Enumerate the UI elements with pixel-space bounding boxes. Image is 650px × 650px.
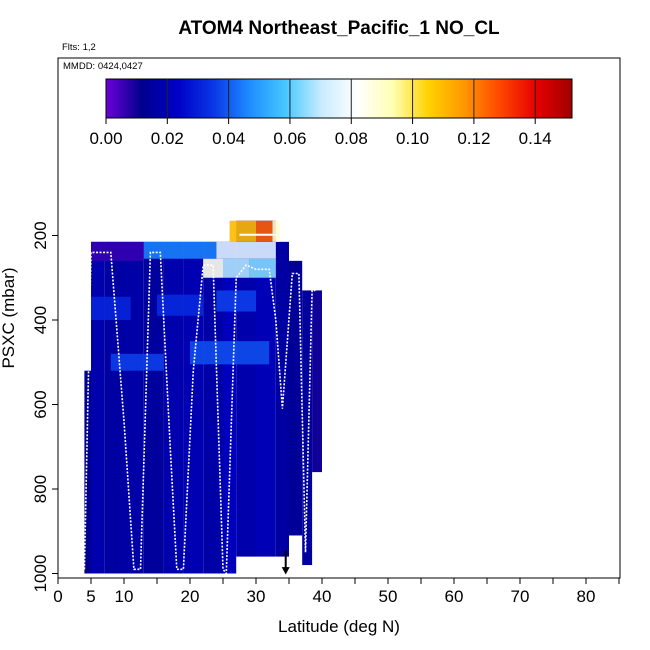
x-axis-title: Latitude (deg N) (278, 617, 400, 636)
x-tick-label: 20 (181, 587, 200, 606)
x-tick-label: 5 (86, 587, 95, 606)
heatmap-layer-patch (216, 241, 276, 259)
flight-track-layer (83, 233, 316, 576)
colorbar-tick-label: 0.12 (457, 129, 490, 148)
colorbar-bar (105, 78, 573, 119)
y-tick-label: 800 (31, 475, 50, 503)
heatmap-layer (84, 220, 322, 574)
heatmap-column (275, 241, 289, 557)
heatmap-layer-patch (223, 258, 250, 278)
heatmap-column (289, 260, 303, 536)
heatmap-column (256, 220, 276, 557)
flights-label: Flts: 1,2 (62, 42, 96, 53)
x-tick-label: 80 (577, 587, 596, 606)
heatmap-layer-patch (190, 341, 270, 365)
colorbar-tick-label: 0.06 (273, 129, 306, 148)
axes: 0 5 10 20 30 40 50 60 70 80 200 400 600 800 1000 (31, 221, 620, 606)
heatmap-layer-patch (203, 258, 223, 278)
heatmap-column (312, 290, 322, 473)
x-tick-label: 0 (53, 587, 62, 606)
colorbar-tick-label: 0.14 (519, 129, 552, 148)
colorbar-tick-label: 0.08 (335, 129, 368, 148)
x-tick-label: 50 (379, 587, 398, 606)
heatmap-column (183, 241, 204, 574)
colorbar-tick-label: 0.00 (89, 129, 122, 148)
colorbar: 0.00 0.02 0.04 0.06 0.08 0.10 0.12 0.14 (89, 78, 573, 148)
plot-frame (57, 57, 621, 579)
heatmap-column (223, 241, 237, 574)
heatmap-column (163, 241, 184, 574)
y-tick-label: 400 (31, 306, 50, 334)
position-arrow-head (281, 567, 290, 575)
y-tick-label: 600 (31, 390, 50, 418)
heatmap-layer-patch (91, 296, 131, 320)
colorbar-tick-label: 0.04 (212, 129, 245, 148)
flight-track-line (83, 251, 316, 576)
heatmap-column (84, 370, 91, 574)
x-tick-label: 10 (115, 587, 134, 606)
x-tick-label: 70 (511, 587, 530, 606)
x-tick-label: 40 (313, 587, 332, 606)
colorbar-tick-label: 0.10 (396, 129, 429, 148)
heatmap-column (143, 241, 164, 574)
colorbar-tick-label: 0.02 (151, 129, 184, 148)
heatmap-layer-patch (229, 220, 256, 242)
chart-title: ATOM4 Northeast_Pacific_1 NO_CL (178, 18, 500, 39)
x-tick-label: 60 (445, 587, 464, 606)
heatmap-layer-patch (256, 220, 273, 242)
heatmap-layer-patch (143, 241, 217, 259)
heatmap-layer-patch (157, 294, 204, 316)
heatmap-layer-patch (110, 353, 164, 371)
heatmap-layer-patch (249, 258, 276, 278)
heatmap-column (302, 290, 313, 566)
x-tick-label: 30 (247, 587, 266, 606)
y-tick-label: 1000 (31, 555, 50, 593)
heatmap-layer-patch (91, 241, 144, 261)
heatmap-column (104, 241, 124, 574)
y-tick-label: 200 (31, 221, 50, 249)
heatmap-layer-patch (272, 220, 280, 242)
dates-label: MMDD: 0424,0427 (63, 61, 143, 72)
heatmap-column (203, 241, 223, 574)
heatmap-column (91, 241, 105, 574)
heatmap-column (124, 241, 144, 574)
y-axis-title: PSXC (mbar) (0, 267, 18, 368)
